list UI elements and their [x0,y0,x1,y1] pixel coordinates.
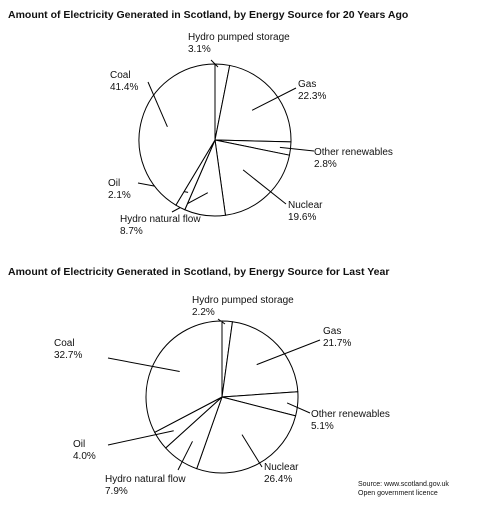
pie-slice-gas [214,64,292,143]
slice-value-oil: 2.1% [108,190,131,201]
pie-slice-coal [145,320,223,433]
slice-label-gas: Gas [298,79,316,90]
slice-label-hydro-pumped-storage: Hydro pumped storage [188,32,290,43]
slice-value-coal: 32.7% [54,350,82,361]
leader-line-oil [107,430,174,446]
slice-value-hydro-natural-flow: 8.7% [120,226,143,237]
pie-slice-nuclear [196,396,297,474]
leader-line-coal [107,357,180,372]
pie-slice-gas [221,321,299,398]
chart-title: Amount of Electricity Generated in Scotl… [8,266,390,278]
slice-value-other-renewables: 2.8% [314,159,337,170]
slice-label-coal: Coal [54,338,75,349]
pie-chart-last-year: Hydro pumped storage 2.2% Gas 21.7% Other re… [0,262,481,512]
licence-line: Open government licence [358,490,438,497]
slice-label-coal: Coal [110,70,131,81]
slice-label-hydro-natural-flow: Hydro natural flow [120,214,201,225]
source-note: Source: www.scotland.gov.uk Open governm… [358,480,449,498]
pie-slice-coal [138,63,216,206]
leader-line-other-renewables [286,402,311,414]
leader-line-other-renewables [279,146,315,152]
slice-label-hydro-natural-flow: Hydro natural flow [105,474,186,485]
slice-label-nuclear: Nuclear [264,462,299,473]
slice-value-hydro-natural-flow: 7.9% [105,486,128,497]
slice-label-gas: Gas [323,326,341,337]
slice-label-oil: Oil [73,439,85,450]
slice-label-other-renewables: Other renewables [311,409,390,420]
leader-line-hydro-pumped-storage [210,59,219,68]
slice-value-coal: 41.4% [110,82,138,93]
leader-line-gas [251,87,297,111]
slice-label-other-renewables: Other renewables [314,147,393,158]
slice-label-hydro-pumped-storage: Hydro pumped storage [192,295,294,306]
leader-line-hydro-natural-flow [171,192,209,213]
chart-title: Amount of Electricity Generated in Scotl… [8,9,409,21]
leader-line-nuclear [242,169,287,205]
pie-chart-20-years-ago: Hydro pumped storage 3.1% Gas 22.3% Other re… [8,9,409,237]
slice-value-hydro-pumped-storage: 2.2% [192,307,215,318]
leader-line-coal [147,81,168,127]
slice-value-hydro-pumped-storage: 3.1% [188,44,211,55]
slice-value-nuclear: 19.6% [288,212,316,223]
slice-value-other-renewables: 5.1% [311,421,334,432]
slice-value-gas: 21.7% [323,338,351,349]
slice-value-oil: 4.0% [73,451,96,462]
slice-value-nuclear: 26.4% [264,474,292,485]
leader-line-gas [256,339,321,366]
leader-line-nuclear [241,434,263,468]
source-line: Source: www.scotland.gov.uk [358,481,449,488]
slice-value-gas: 22.3% [298,91,326,102]
leader-line-hydro-natural-flow [177,441,193,471]
slice-label-oil: Oil [108,178,120,189]
slice-label-nuclear: Nuclear [288,200,323,211]
